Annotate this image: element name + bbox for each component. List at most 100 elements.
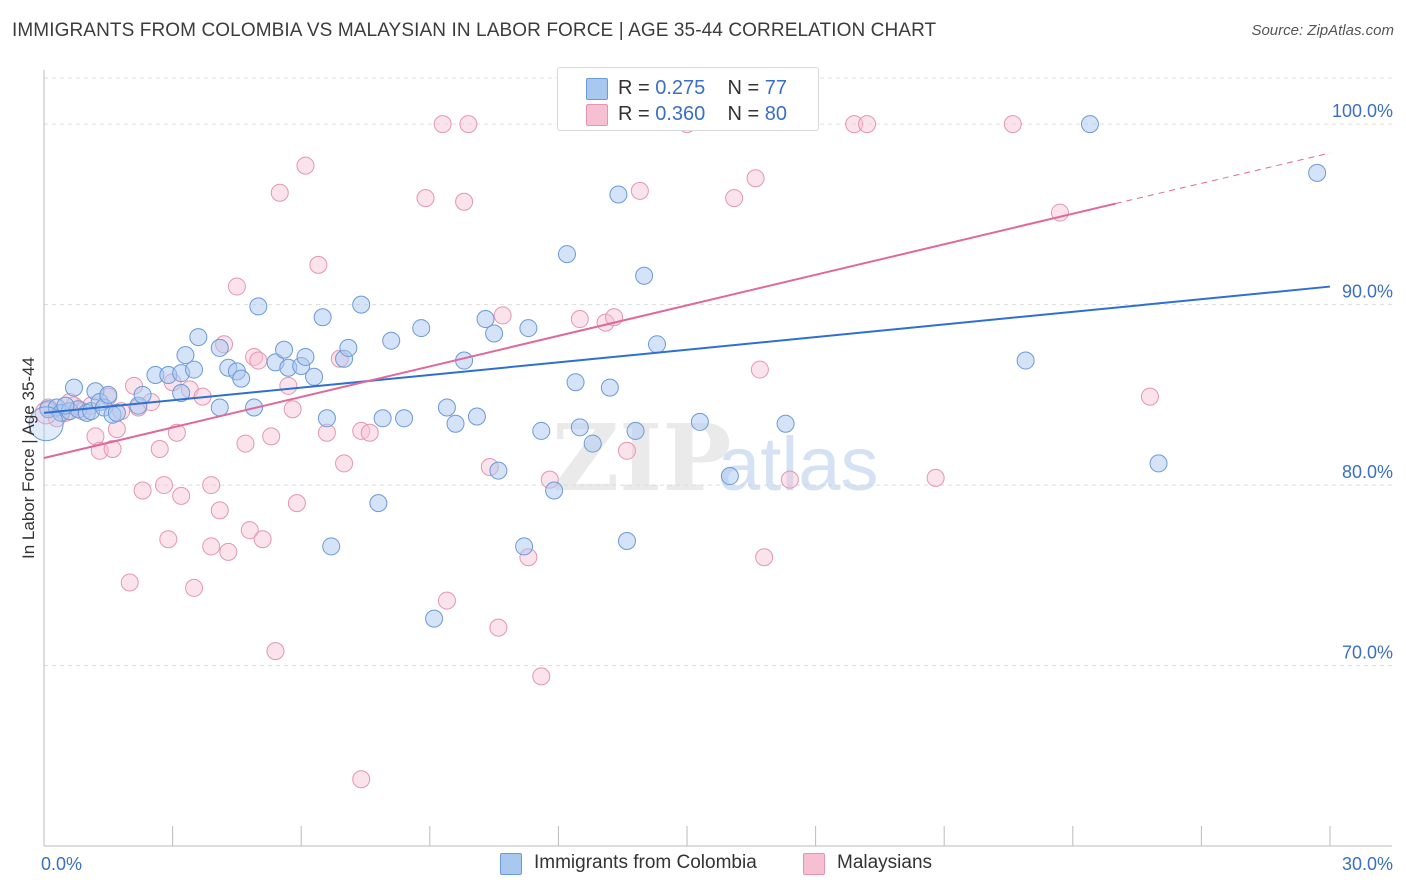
colombia-point xyxy=(210,338,229,357)
legend-swatch-colombia xyxy=(586,78,608,100)
legend-n-label: N = xyxy=(727,77,760,99)
colombia-point xyxy=(425,609,444,628)
legend-r-value: 0.360 xyxy=(655,103,706,125)
colombia-point xyxy=(176,346,195,365)
y-tick-label: 100.0% xyxy=(1332,101,1393,121)
colombia-point xyxy=(776,414,795,433)
colombia-point xyxy=(210,398,229,417)
colombia-point xyxy=(249,297,268,316)
malaysians-point xyxy=(725,189,744,208)
legend-n-value: 80 xyxy=(764,103,788,125)
malaysians-point xyxy=(103,439,122,458)
legend-label-malaysians: Malaysians xyxy=(837,852,933,873)
malaysians-point xyxy=(416,189,435,208)
colombia-point xyxy=(647,335,666,354)
colombia-point xyxy=(635,266,654,285)
colombia-point xyxy=(446,414,465,433)
y-tick-label: 80.0% xyxy=(1342,462,1393,482)
malaysians-point xyxy=(1140,387,1159,406)
malaysians-point xyxy=(266,642,285,661)
legend-r-label: R = xyxy=(618,77,650,99)
colombia-point xyxy=(720,467,739,486)
malaysians-point xyxy=(167,423,186,442)
colombia-point xyxy=(1016,351,1035,370)
colombia-point xyxy=(99,385,118,404)
colombia-point xyxy=(373,409,392,428)
malaysians-point xyxy=(493,306,512,325)
colombia-point xyxy=(296,347,315,366)
colombia-point xyxy=(107,403,126,422)
colombia-point xyxy=(275,340,294,359)
malaysians-point xyxy=(335,454,354,473)
colombia-point xyxy=(305,367,324,386)
malaysians-point xyxy=(296,156,315,175)
colombia-point xyxy=(322,537,341,556)
colombia-point xyxy=(395,409,414,428)
colombia-point xyxy=(133,385,152,404)
malaysians-point xyxy=(120,573,139,592)
watermark-atlas: atlas xyxy=(718,422,879,507)
malaysians-point xyxy=(159,530,178,549)
malaysians-point xyxy=(926,468,945,487)
malaysians-point xyxy=(202,537,221,556)
malaysians-trend-extension xyxy=(1115,152,1331,205)
legend-swatch-malaysians xyxy=(586,104,608,126)
colombia-point xyxy=(626,421,645,440)
malaysians-point xyxy=(746,169,765,188)
malaysians-point xyxy=(172,486,191,505)
legend-swatch-malaysians xyxy=(803,853,825,875)
colombia-point xyxy=(583,434,602,453)
malaysians-point xyxy=(210,501,229,520)
colombia-point xyxy=(185,360,204,379)
colombia-point xyxy=(545,481,564,500)
malaysians-point xyxy=(150,439,169,458)
malaysians-point xyxy=(202,476,221,495)
malaysians-point xyxy=(845,115,864,134)
malaysians-point xyxy=(219,542,238,561)
source-label: Source: ZipAtlas.com xyxy=(1251,22,1394,39)
colombia-point xyxy=(485,324,504,343)
colombia-point xyxy=(232,369,251,388)
colombia-point xyxy=(566,373,585,392)
malaysians-point xyxy=(630,181,649,200)
malaysians-point xyxy=(858,115,877,134)
malaysians-trend-line xyxy=(43,202,1116,459)
legend-n-value: 77 xyxy=(764,77,788,99)
malaysians-point xyxy=(262,427,281,446)
malaysians-point xyxy=(433,115,452,134)
colombia-point xyxy=(1308,163,1327,182)
malaysians-point xyxy=(249,351,268,370)
malaysians-point xyxy=(253,530,272,549)
malaysians-point xyxy=(352,770,371,789)
colombia-trend-line xyxy=(43,285,1331,414)
malaysians-point xyxy=(236,434,255,453)
malaysians-point xyxy=(455,192,474,211)
colombia-point xyxy=(65,378,84,397)
malaysians-point xyxy=(227,277,246,296)
colombia-point xyxy=(489,461,508,480)
malaysians-point xyxy=(780,470,799,489)
legend-r-label: R = xyxy=(618,103,650,125)
colombia-point xyxy=(690,412,709,431)
colombia-point xyxy=(519,319,538,338)
colombia-point xyxy=(532,421,551,440)
chart-title: IMMIGRANTS FROM COLOMBIA VS MALAYSIAN IN… xyxy=(12,20,937,41)
colombia-point xyxy=(609,185,628,204)
legend-n-label: N = xyxy=(727,103,760,125)
colombia-point xyxy=(317,409,336,428)
malaysians-point xyxy=(437,591,456,610)
colombia-point xyxy=(313,308,332,327)
malaysians-point xyxy=(532,667,551,686)
correlation-legend: R = 0.275 N = 77 R = 0.360 N = 80 xyxy=(557,67,819,131)
malaysians-point xyxy=(755,548,774,567)
colombia-point xyxy=(1149,454,1168,473)
malaysians-point xyxy=(185,578,204,597)
malaysians-point xyxy=(283,400,302,419)
colombia-point xyxy=(412,319,431,338)
tick-labels: 70.0% 80.0% 90.0% 100.0% 0.0% 30.0% In Labor F… xyxy=(19,101,1393,874)
malaysians-point xyxy=(270,183,289,202)
colombia-point xyxy=(1080,115,1099,134)
x-tick-label: 0.0% xyxy=(41,854,82,874)
malaysians-point xyxy=(489,618,508,637)
